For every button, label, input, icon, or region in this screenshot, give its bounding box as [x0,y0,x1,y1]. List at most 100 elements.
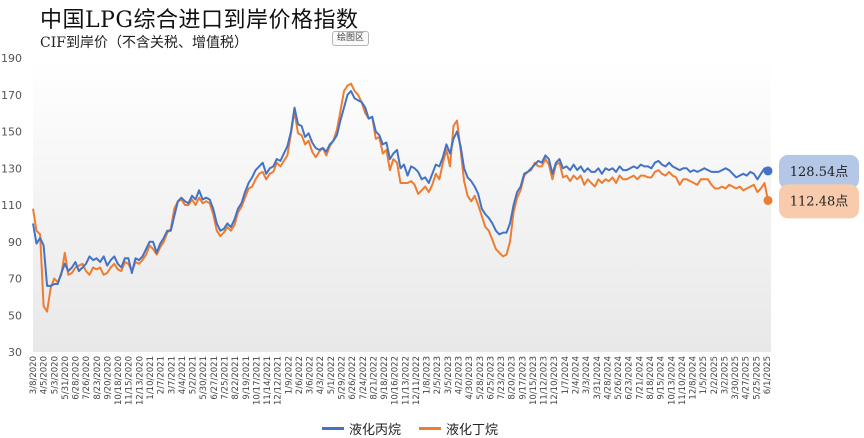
x-tick-label: 9/15/2024 [657,356,667,400]
x-tick-label: 11/14/2021 [263,356,273,405]
legend-label-propane: 液化丙烷 [349,423,402,438]
x-tick-label: 8/21/2022 [369,356,379,400]
y-axis: 30 50 70 90 110 130 150 170 190 [1,52,22,359]
x-tick-label: 5/29/2022 [338,356,348,400]
x-tick-label: 5/30/2021 [199,356,209,400]
x-tick-label: 7/24/2022 [359,356,369,400]
x-tick-label: 7/25/2021 [221,356,231,400]
callout-propane-box [779,154,859,189]
x-tick-label: 1/8/2023 [423,356,433,394]
x-tick-label: 1/10/2021 [146,356,156,400]
x-tick-label: 11/10/2024 [678,356,688,405]
x-tick-label: 8/23/2020 [93,356,103,400]
x-tick-label: 3/7/2021 [167,356,177,394]
x-tick-label: 4/2/2023 [455,356,465,394]
chart-subtitle: CIF到岸价（不含关税、增值税） [40,35,248,51]
x-tick-label: 2/6/2022 [295,356,305,394]
callout-butane-box [779,184,859,219]
x-tick-label: 5/3/2020 [50,356,60,394]
x-tick-label: 2/4/2024 [572,356,582,394]
x-tick-label: 9/17/2023 [518,356,528,400]
y-tick-label: 30 [8,346,22,359]
x-tick-label: 10/16/2022 [391,356,401,405]
y-tick-label: 70 [8,273,22,286]
x-tick-label: 6/28/2020 [72,356,82,400]
x-tick-label: 12/12/2021 [274,356,284,405]
x-tick-label: 5/1/2022 [327,356,337,394]
x-tick-label: 11/12/2023 [540,356,550,405]
x-tick-label: 3/3/2024 [582,356,592,394]
x-tick-label: 8/22/2021 [231,356,241,400]
x-tick-label: 3/6/2022 [306,356,316,394]
x-tick-label: 8/20/2023 [508,356,518,400]
x-tick-label: 7/21/2024 [635,356,645,400]
x-tick-label: 2/2/2025 [710,356,720,394]
x-tick-label: 7/26/2020 [82,356,92,400]
x-tick-label: 6/23/2024 [625,356,635,400]
x-tick-label: 4/5/2020 [40,356,50,394]
x-tick-label: 3/2/2025 [720,356,730,394]
x-tick-label: 8/18/2024 [646,356,656,400]
x-tick-label: 1/9/2022 [284,356,294,394]
x-tick-label: 5/25/2025 [752,356,762,400]
x-tick-label: 12/10/2023 [550,356,560,405]
x-tick-label: 5/26/2024 [614,356,624,400]
plot-area[interactable] [33,58,771,352]
callout-propane-label: 128.54点 [790,165,849,180]
x-tick-label: 6/25/2023 [486,356,496,400]
legend-label-butane: 液化丁烷 [446,423,499,438]
legend-swatch-propane [322,427,344,430]
x-tick-label: 6/1/2025 [763,356,773,394]
series-line-propane[interactable] [32,90,769,287]
x-tick-label: 3/30/2025 [731,356,741,400]
callout-propane: 128.54点 [779,154,859,189]
x-tick-label: 4/27/2025 [742,356,752,400]
x-tick-label: 3/5/2023 [444,356,454,394]
legend-swatch-butane [419,427,442,430]
callout-butane: 112.48点 [779,184,859,219]
x-tick-label: 6/27/2021 [210,356,220,400]
plot-area-label[interactable]: 绘图区 [332,31,370,46]
x-tick-label: 2/7/2021 [157,356,167,394]
legend-item-propane[interactable]: 液化丙烷 [322,419,401,438]
y-tick-label: 50 [8,309,22,322]
end-value-callouts: 128.54点 112.48点 [779,154,859,219]
y-tick-label: 170 [1,89,22,102]
x-tick-label: 12/13/2020 [135,356,145,405]
x-axis: 3/8/2020 4/5/2020 5/3/2020 5/31/2020 6/28/20… [29,356,773,405]
x-tick-label: 9/19/2021 [242,356,252,400]
x-tick-label: 3/31/2024 [593,356,603,400]
y-tick-label: 90 [8,236,22,249]
x-tick-label: 5/28/2023 [476,356,486,400]
x-tick-label: 12/8/2024 [689,356,699,400]
legend-item-butane[interactable]: 液化丁烷 [419,419,498,438]
end-point-butane[interactable] [763,195,773,205]
x-tick-label: 11/15/2020 [125,356,135,405]
x-tick-label: 4/30/2023 [465,356,475,400]
x-tick-label: 12/11/2022 [412,356,422,405]
x-tick-label: 10/17/2021 [252,356,262,405]
x-tick-label: 10/13/2024 [667,356,677,405]
legend: 液化丙烷 液化丁烷 [322,419,498,438]
x-tick-label: 4/4/2021 [178,356,188,394]
y-tick-label: 150 [1,126,22,139]
x-tick-label: 4/3/2022 [316,356,326,394]
x-tick-label: 3/8/2020 [29,356,39,394]
chart-title: 中国LPG综合进口到岸价格指数 [40,8,359,33]
y-tick-label: 190 [1,52,22,65]
end-point-propane[interactable] [763,166,773,176]
x-tick-label: 5/31/2020 [61,356,71,400]
x-tick-label: 2/5/2023 [433,356,443,394]
y-tick-label: 110 [1,199,22,212]
y-tick-label: 130 [1,162,22,175]
x-tick-label: 5/2/2021 [189,356,199,394]
x-tick-label: 1/5/2025 [699,356,709,394]
x-tick-label: 10/18/2020 [114,356,124,405]
series-line-butane[interactable] [32,82,769,313]
x-tick-label: 7/23/2023 [497,356,507,400]
x-tick-label: 9/20/2020 [104,356,114,400]
x-tick-label: 11/13/2022 [401,356,411,405]
x-tick-label: 9/18/2022 [380,356,390,400]
callout-butane-label: 112.48点 [790,194,849,209]
